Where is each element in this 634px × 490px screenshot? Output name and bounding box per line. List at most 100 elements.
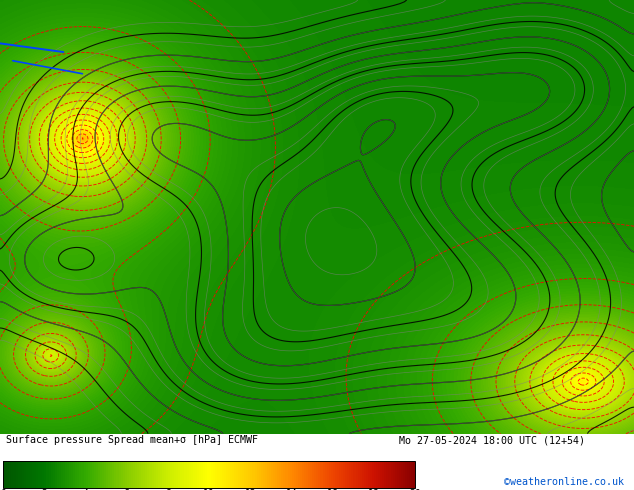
Bar xyxy=(238,461,240,488)
Bar xyxy=(15,461,18,488)
Bar xyxy=(189,461,191,488)
Text: ©weatheronline.co.uk: ©weatheronline.co.uk xyxy=(505,477,624,487)
Bar xyxy=(141,461,143,488)
Bar xyxy=(96,461,98,488)
Bar xyxy=(321,461,323,488)
Bar xyxy=(170,461,172,488)
Bar xyxy=(384,461,386,488)
Bar xyxy=(51,461,53,488)
Bar xyxy=(394,461,397,488)
Bar xyxy=(123,461,125,488)
Bar xyxy=(24,461,26,488)
Bar xyxy=(401,461,403,488)
Bar xyxy=(310,461,312,488)
Bar xyxy=(244,461,246,488)
Bar xyxy=(376,461,378,488)
Bar xyxy=(139,461,141,488)
Bar xyxy=(295,461,298,488)
Bar xyxy=(333,461,335,488)
Bar xyxy=(3,461,415,488)
Bar xyxy=(129,461,131,488)
Bar xyxy=(102,461,104,488)
Bar xyxy=(5,461,8,488)
Bar xyxy=(197,461,199,488)
Bar xyxy=(399,461,401,488)
Bar xyxy=(252,461,254,488)
Bar xyxy=(257,461,259,488)
Bar xyxy=(26,461,28,488)
Bar xyxy=(145,461,147,488)
Bar xyxy=(18,461,20,488)
Bar xyxy=(131,461,133,488)
Bar xyxy=(174,461,176,488)
Bar xyxy=(234,461,236,488)
Bar xyxy=(184,461,186,488)
Bar xyxy=(265,461,267,488)
Bar xyxy=(240,461,242,488)
Bar xyxy=(325,461,327,488)
Bar xyxy=(230,461,232,488)
Bar xyxy=(364,461,366,488)
Bar xyxy=(345,461,347,488)
Text: Surface pressure Spread mean+σ [hPa] ECMWF: Surface pressure Spread mean+σ [hPa] ECM… xyxy=(6,435,258,445)
Bar xyxy=(150,461,152,488)
Bar xyxy=(158,461,160,488)
Bar xyxy=(147,461,150,488)
Bar xyxy=(86,461,87,488)
Bar xyxy=(292,461,294,488)
Bar xyxy=(349,461,351,488)
Bar xyxy=(378,461,380,488)
Bar xyxy=(314,461,316,488)
Bar xyxy=(30,461,32,488)
Bar xyxy=(203,461,205,488)
Bar xyxy=(133,461,135,488)
Bar xyxy=(283,461,285,488)
Bar xyxy=(201,461,203,488)
Bar xyxy=(267,461,269,488)
Bar xyxy=(63,461,65,488)
Bar xyxy=(261,461,262,488)
Bar xyxy=(74,461,75,488)
Bar xyxy=(339,461,341,488)
Bar xyxy=(213,461,216,488)
Bar xyxy=(219,461,222,488)
Bar xyxy=(351,461,354,488)
Bar xyxy=(281,461,283,488)
Bar xyxy=(135,461,137,488)
Bar xyxy=(228,461,230,488)
Bar xyxy=(107,461,108,488)
Bar xyxy=(59,461,61,488)
Bar xyxy=(386,461,389,488)
Bar xyxy=(323,461,325,488)
Bar xyxy=(46,461,49,488)
Bar xyxy=(152,461,153,488)
Bar xyxy=(277,461,279,488)
Bar xyxy=(153,461,155,488)
Bar xyxy=(411,461,413,488)
Bar xyxy=(312,461,314,488)
Text: Mo 27-05-2024 18:00 UTC (12+54): Mo 27-05-2024 18:00 UTC (12+54) xyxy=(399,435,585,445)
Bar xyxy=(160,461,162,488)
Bar xyxy=(316,461,318,488)
Bar xyxy=(176,461,178,488)
Bar xyxy=(178,461,180,488)
Bar xyxy=(359,461,361,488)
Bar xyxy=(356,461,358,488)
Bar xyxy=(271,461,273,488)
Bar xyxy=(94,461,96,488)
Bar xyxy=(242,461,244,488)
Bar xyxy=(10,461,11,488)
Bar xyxy=(205,461,207,488)
Bar xyxy=(397,461,399,488)
Bar xyxy=(368,461,370,488)
Bar xyxy=(186,461,189,488)
Bar xyxy=(164,461,166,488)
Bar xyxy=(112,461,115,488)
Bar xyxy=(48,461,51,488)
Bar xyxy=(22,461,24,488)
Bar xyxy=(347,461,349,488)
Bar xyxy=(65,461,67,488)
Bar xyxy=(193,461,195,488)
Bar xyxy=(328,461,331,488)
Bar xyxy=(183,461,184,488)
